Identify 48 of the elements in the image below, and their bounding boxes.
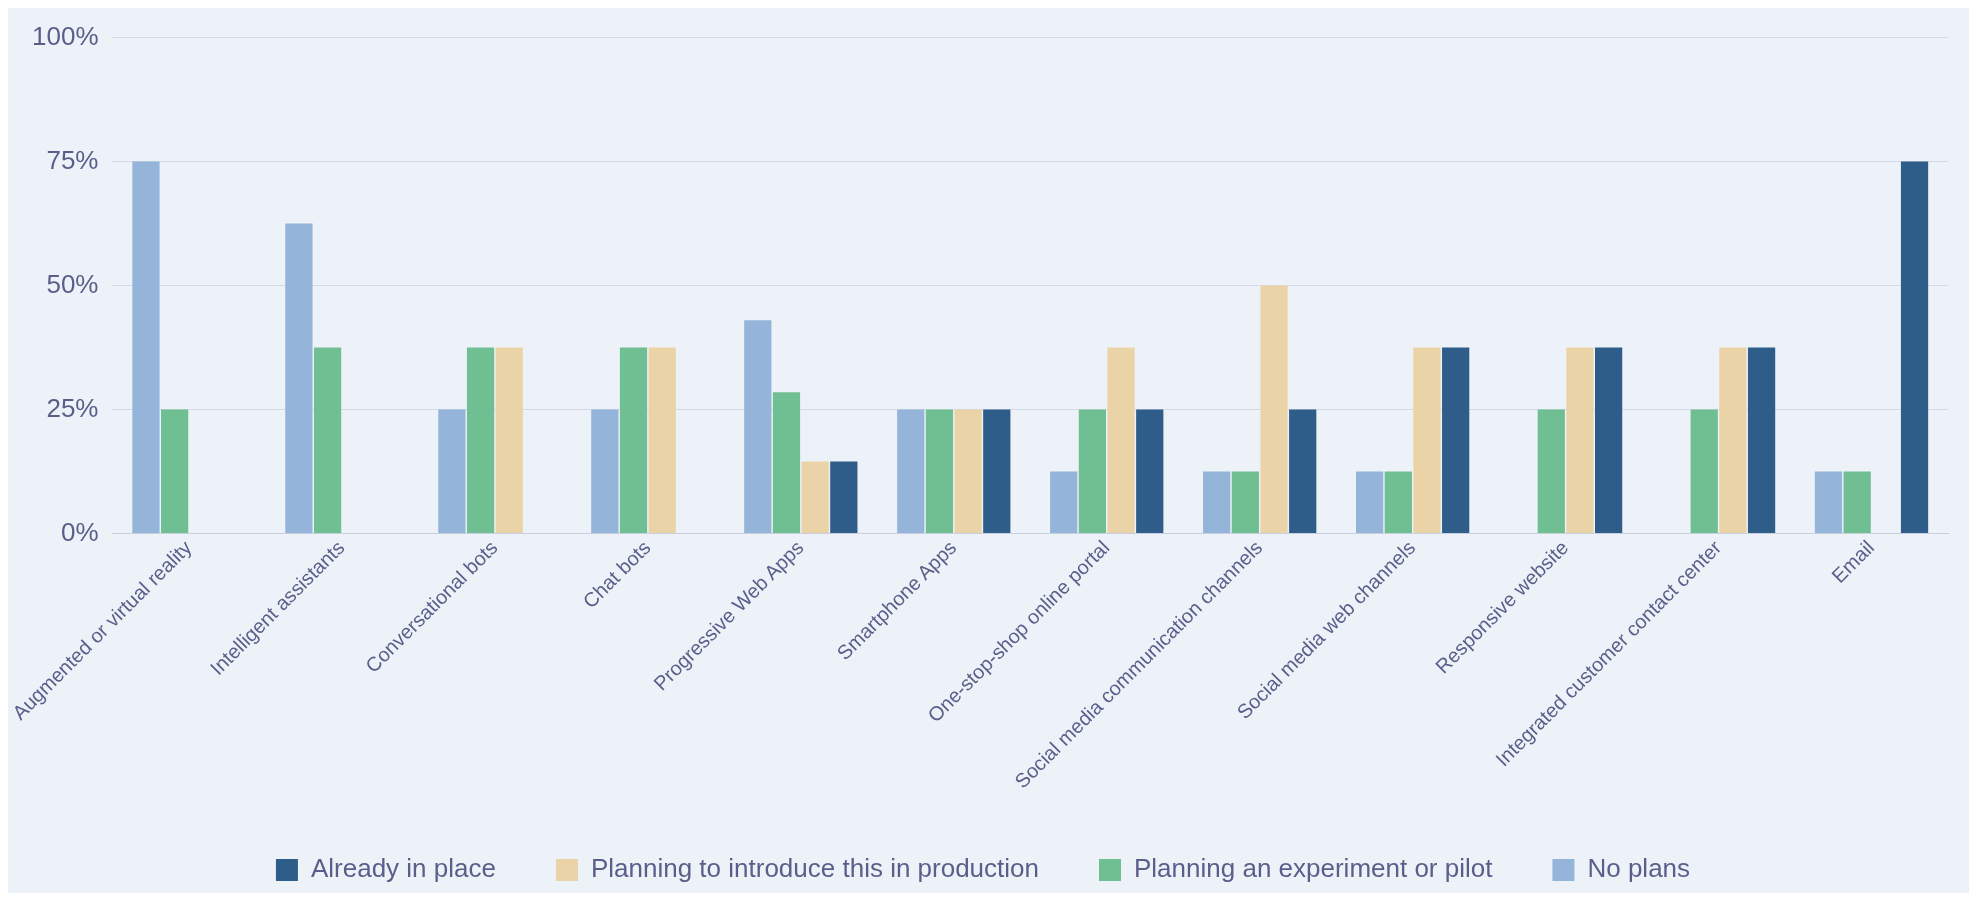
bar bbox=[619, 347, 648, 533]
y-tick-label: 100% bbox=[32, 20, 99, 51]
bar bbox=[1843, 471, 1871, 533]
bar bbox=[1356, 471, 1384, 533]
bar bbox=[1690, 409, 1718, 533]
bar bbox=[744, 320, 772, 533]
bar bbox=[466, 347, 495, 533]
bar bbox=[1136, 409, 1164, 533]
bar bbox=[495, 347, 523, 533]
bar bbox=[1289, 409, 1317, 533]
legend-label: Already in place bbox=[310, 853, 496, 884]
bar bbox=[954, 409, 982, 533]
bar bbox=[1900, 161, 1929, 533]
bar bbox=[1231, 471, 1259, 533]
bar bbox=[1814, 471, 1843, 533]
legend-label: No plans bbox=[1587, 853, 1691, 884]
bar bbox=[801, 461, 829, 533]
bar bbox=[983, 409, 1011, 533]
y-tick-label: 0% bbox=[60, 516, 99, 547]
bar bbox=[1537, 409, 1565, 533]
bar bbox=[591, 409, 619, 533]
bar bbox=[925, 409, 954, 533]
bar bbox=[1413, 347, 1441, 533]
bar bbox=[285, 223, 313, 533]
bar bbox=[1050, 471, 1078, 533]
bar bbox=[830, 461, 858, 533]
y-tick-label: 25% bbox=[46, 392, 99, 423]
bar bbox=[1442, 347, 1470, 533]
bar bbox=[648, 347, 676, 533]
bar bbox=[1260, 285, 1288, 533]
bar bbox=[1566, 347, 1594, 533]
bar bbox=[1747, 347, 1776, 533]
bar bbox=[1078, 409, 1107, 533]
bar bbox=[1203, 471, 1231, 533]
bar bbox=[161, 409, 189, 533]
bar bbox=[1384, 471, 1412, 533]
bar bbox=[313, 347, 342, 533]
legend-label: Planning an experiment or pilot bbox=[1134, 853, 1494, 884]
y-tick-label: 75% bbox=[46, 144, 99, 175]
bar bbox=[132, 161, 160, 533]
y-tick-label: 50% bbox=[46, 268, 99, 299]
legend-label: Planning to introduce this in production bbox=[590, 853, 1040, 884]
bar bbox=[897, 409, 925, 533]
bar bbox=[1719, 347, 1747, 533]
bar bbox=[1595, 347, 1623, 533]
bar bbox=[1107, 347, 1135, 533]
bar bbox=[772, 392, 801, 533]
bar bbox=[438, 409, 466, 533]
